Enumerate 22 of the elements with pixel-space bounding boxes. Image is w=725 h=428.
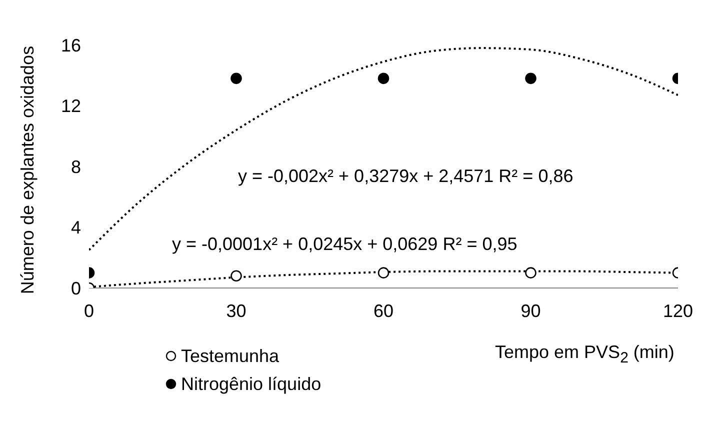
point (230, 270, 242, 282)
point (378, 267, 390, 278)
legend-label: Nitrogênio líquido (181, 374, 322, 394)
y-tick-label: 8 (70, 156, 81, 177)
y-tick-label: 4 (70, 218, 81, 238)
y-tick-label: 16 (60, 35, 81, 56)
point (525, 267, 536, 278)
x-tick-label: 0 (84, 300, 94, 321)
point (230, 72, 242, 84)
annotation: y = -0,002x² + 0,3279x + 2,4571 R² = 0,86 (238, 166, 574, 186)
x-tick-label: 120 (662, 300, 694, 321)
y-axis-title: Número de explantes oxidados (18, 46, 38, 294)
y-tick-label: 12 (60, 96, 81, 116)
y-tick-label: 0 (70, 278, 81, 298)
x-tick-label: 90 (520, 300, 541, 321)
point (378, 72, 390, 84)
x-tick-label: 30 (226, 300, 246, 321)
point (525, 72, 536, 84)
x-axis-title: Tempo em PVS$_{2}$ (min) (495, 342, 674, 367)
annotation: y = -0,0001x² + 0,0245x + 0,0629 R² = 0,95 (172, 234, 518, 254)
x-tick-label: 60 (373, 300, 394, 321)
legend-label: Testemunha (181, 346, 280, 366)
